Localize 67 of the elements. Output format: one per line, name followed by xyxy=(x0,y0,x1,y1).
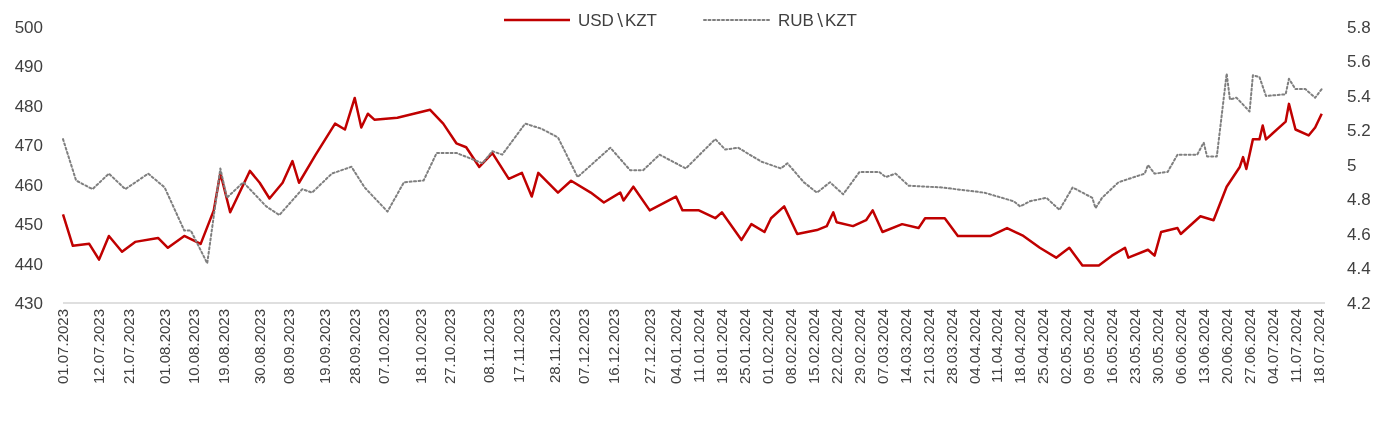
x-tick-label: 18.04.2024 xyxy=(1011,309,1029,385)
x-tick-label: 18.10.2023 xyxy=(411,309,429,385)
y2-tick-label: 5 xyxy=(1347,155,1357,175)
y2-tick-label: 5.8 xyxy=(1347,17,1371,37)
x-tick-label: 28.03.2024 xyxy=(942,309,960,385)
legend-label: RUB∖KZT xyxy=(778,10,857,30)
x-tick-label: 27.06.2024 xyxy=(1240,309,1258,385)
x-tick-label: 08.11.2023 xyxy=(480,309,498,383)
x-tick-label: 06.06.2024 xyxy=(1172,309,1190,385)
x-tick-label: 14.03.2024 xyxy=(896,309,914,385)
x-tick-label: 30.08.2023 xyxy=(250,309,268,385)
x-tick-label: 11.04.2024 xyxy=(988,309,1006,383)
x-tick-label: 10.08.2023 xyxy=(185,309,203,385)
x-tick-label: 12.07.2023 xyxy=(90,309,108,385)
x-tick-label: 28.11.2023 xyxy=(545,309,563,383)
x-tick-label: 08.09.2023 xyxy=(280,309,298,385)
x-tick-label: 22.02.2024 xyxy=(827,309,845,385)
y-tick-label: 430 xyxy=(14,293,43,313)
x-tick-label: 25.04.2024 xyxy=(1034,309,1052,385)
x-tick-label: 09.05.2024 xyxy=(1080,309,1098,385)
x-tick-label: 11.07.2024 xyxy=(1286,309,1304,383)
x-tick-label: 30.05.2024 xyxy=(1149,309,1167,385)
x-tick-label: 21.07.2023 xyxy=(119,309,137,385)
x-tick-label: 07.10.2023 xyxy=(375,309,393,385)
legend-label: USD∖KZT xyxy=(578,10,657,30)
y-tick-label: 490 xyxy=(14,57,43,77)
x-tick-label: 23.05.2024 xyxy=(1126,309,1144,385)
x-tick-label: 07.12.2023 xyxy=(575,309,593,385)
x-tick-label: 07.03.2024 xyxy=(873,309,891,385)
y2-tick-label: 5.4 xyxy=(1347,86,1371,106)
x-tick-label: 13.06.2024 xyxy=(1194,309,1212,385)
y2-tick-label: 5.2 xyxy=(1347,121,1371,141)
x-tick-label: 04.07.2024 xyxy=(1263,309,1281,385)
y2-tick-label: 4.6 xyxy=(1347,224,1371,244)
y-tick-label: 440 xyxy=(14,254,43,274)
y-tick-label: 460 xyxy=(14,175,43,195)
x-tick-label: 02.05.2024 xyxy=(1057,309,1075,385)
x-tick-label: 15.02.2024 xyxy=(804,309,822,385)
x-tick-label: 17.11.2023 xyxy=(509,309,527,383)
y2-tick-label: 5.6 xyxy=(1347,52,1371,72)
x-tick-label: 04.01.2024 xyxy=(667,309,685,385)
x-tick-label: 18.07.2024 xyxy=(1309,309,1327,385)
x-tick-label: 29.02.2024 xyxy=(850,309,868,385)
x-tick-label: 16.12.2023 xyxy=(604,309,622,385)
y-tick-label: 480 xyxy=(14,96,43,116)
x-tick-label: 08.02.2024 xyxy=(781,309,799,385)
y-tick-label: 450 xyxy=(14,215,43,235)
x-tick-label: 21.03.2024 xyxy=(919,309,937,385)
x-tick-label: 25.01.2024 xyxy=(736,309,754,385)
x-tick-label: 01.02.2024 xyxy=(759,309,776,385)
x-tick-label: 01.08.2023 xyxy=(155,309,173,385)
x-tick-label: 04.04.2024 xyxy=(965,309,983,385)
x-tick-label: 01.07.2023 xyxy=(54,309,72,385)
x-tick-label: 18.01.2024 xyxy=(713,309,731,385)
x-tick-label: 16.05.2024 xyxy=(1103,309,1121,385)
x-tick-label: 20.06.2024 xyxy=(1217,309,1235,385)
y2-tick-label: 4.4 xyxy=(1347,259,1371,279)
y2-tick-label: 4.2 xyxy=(1347,293,1371,313)
x-tick-label: 19.09.2023 xyxy=(316,309,334,385)
x-tick-label: 27.10.2023 xyxy=(441,309,459,385)
x-tick-label: 27.12.2023 xyxy=(641,309,658,385)
y-tick-label: 470 xyxy=(14,136,43,156)
y-tick-label: 500 xyxy=(14,17,43,37)
x-tick-label: 28.09.2023 xyxy=(345,309,363,385)
x-tick-label: 11.01.2024 xyxy=(690,309,708,383)
x-tick-label: 19.08.2023 xyxy=(214,309,232,385)
y2-tick-label: 4.8 xyxy=(1347,190,1371,210)
